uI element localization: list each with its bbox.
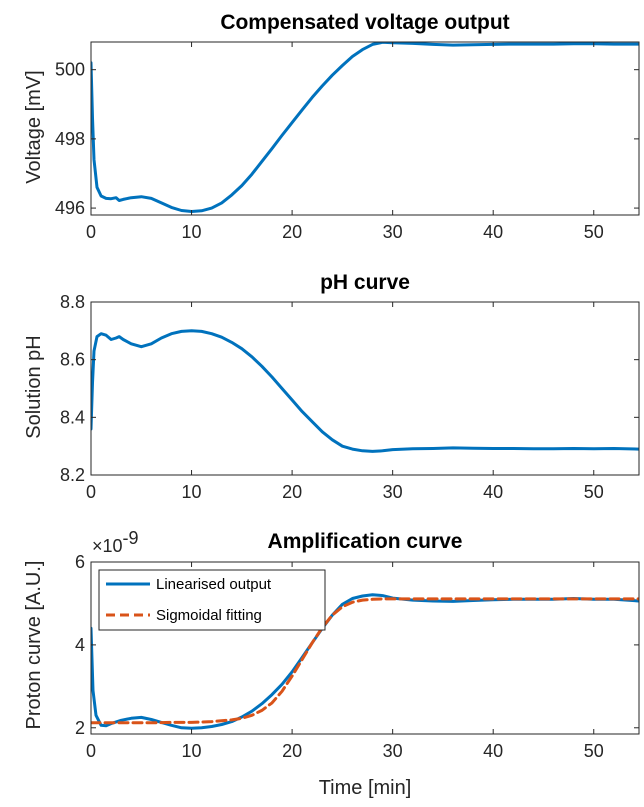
panel-ph-series bbox=[91, 329, 639, 453]
x-tick-label: 30 bbox=[383, 222, 403, 242]
x-tick-label: 20 bbox=[282, 482, 302, 502]
series-line-ph-0 bbox=[91, 329, 639, 453]
x-tick-label: 0 bbox=[86, 482, 96, 502]
x-tick-label: 10 bbox=[182, 482, 202, 502]
series-line-voltage-0 bbox=[91, 42, 639, 213]
panel-amplification-ylabel: Proton curve [A.U.] bbox=[23, 561, 45, 730]
panel-voltage-series bbox=[91, 42, 639, 213]
legend: Linearised output Sigmoidal fitting bbox=[98, 569, 326, 631]
legend-box bbox=[98, 569, 326, 631]
x-tick-label: 40 bbox=[483, 222, 503, 242]
exponent-label: ×10-9 bbox=[92, 528, 139, 556]
x-tick-label: 50 bbox=[584, 222, 604, 242]
series-line-sigmoidal-fitting bbox=[91, 597, 639, 725]
panel-ph-axes-box bbox=[90, 301, 640, 476]
panel-amplification-ticks: 0 10 20 30 40 50 2 4 6 bbox=[75, 552, 639, 761]
y-tick-label: 496 bbox=[55, 198, 85, 218]
panel-voltage-title: Compensated voltage output bbox=[220, 11, 509, 34]
y-tick-label: 2 bbox=[75, 718, 85, 738]
x-tick-label: 50 bbox=[584, 482, 604, 502]
panel-amplification-series bbox=[91, 593, 639, 730]
y-tick-label: 500 bbox=[55, 60, 85, 80]
panel-voltage-ticks: 0 10 20 30 40 50 496 498 500 bbox=[55, 42, 639, 242]
x-tick-label: 0 bbox=[86, 741, 96, 761]
x-tick-label: 50 bbox=[584, 741, 604, 761]
x-tick-label: 20 bbox=[282, 222, 302, 242]
x-tick-label: 20 bbox=[282, 741, 302, 761]
panel-ph-ylabel: Solution pH bbox=[23, 335, 45, 438]
exponent-power: -9 bbox=[123, 528, 139, 548]
x-tick-label: 40 bbox=[483, 741, 503, 761]
y-tick-label: 8.8 bbox=[60, 292, 85, 312]
panel-ph-title: pH curve bbox=[320, 271, 410, 294]
y-tick-label: 8.6 bbox=[60, 350, 85, 370]
x-tick-label: 40 bbox=[483, 482, 503, 502]
panel-ph-ticks: 0 10 20 30 40 50 8.2 8.4 8.6 8.8 bbox=[60, 292, 639, 502]
panel-voltage-axes-box bbox=[90, 41, 640, 216]
x-tick-label: 10 bbox=[182, 741, 202, 761]
y-tick-label: 8.2 bbox=[60, 465, 85, 485]
x-tick-label: 10 bbox=[182, 222, 202, 242]
panel-ph: pH curve Solution pH 0 10 20 30 40 50 8.2 8.4 8.… bbox=[23, 271, 640, 502]
x-tick-label: 30 bbox=[383, 482, 403, 502]
y-tick-label: 4 bbox=[75, 635, 85, 655]
exponent-base: ×10 bbox=[92, 536, 123, 556]
legend-label-sigmoidal: Sigmoidal fitting bbox=[156, 607, 262, 624]
y-tick-label: 498 bbox=[55, 129, 85, 149]
panel-amplification: Amplification curve Proton curve [A.U.] … bbox=[23, 528, 640, 799]
x-tick-label: 0 bbox=[86, 222, 96, 242]
panel-amplification-title: Amplification curve bbox=[268, 530, 463, 553]
legend-label-linearised: Linearised output bbox=[156, 576, 272, 593]
panel-voltage-ylabel: Voltage [mV] bbox=[23, 70, 45, 183]
y-tick-label: 6 bbox=[75, 552, 85, 572]
panel-amplification-axes-box bbox=[90, 561, 640, 735]
y-tick-label: 8.4 bbox=[60, 407, 85, 427]
panel-voltage: Compensated voltage output Voltage [mV] … bbox=[23, 11, 640, 242]
series-line-linearised-output bbox=[91, 593, 639, 730]
panel-amplification-xlabel: Time [min] bbox=[319, 777, 412, 799]
x-tick-label: 30 bbox=[383, 741, 403, 761]
